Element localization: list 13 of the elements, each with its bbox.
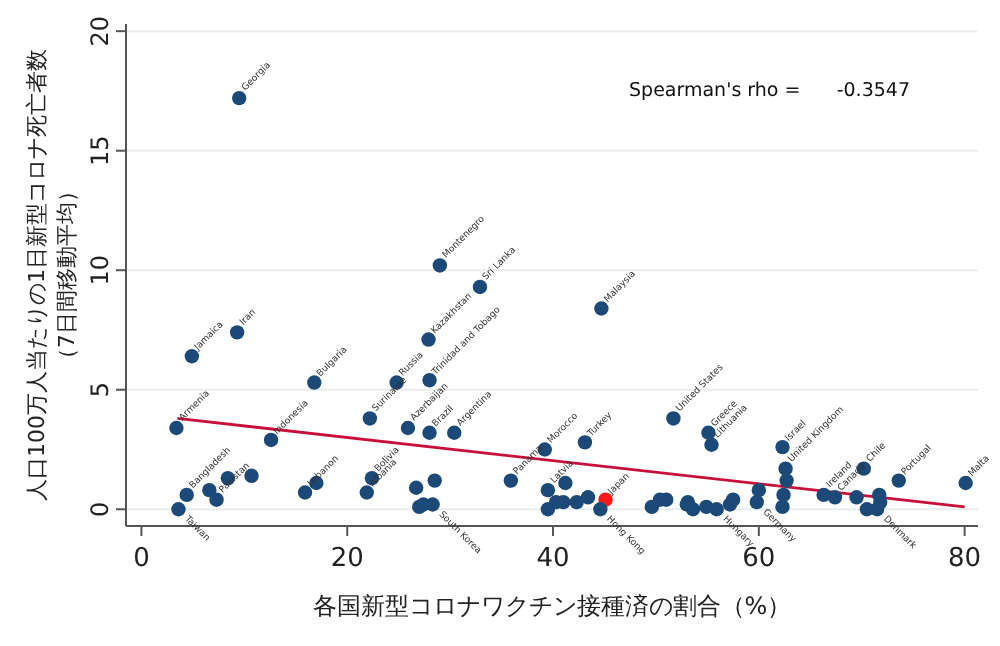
annotation: Spearman's rho = -0.3547	[629, 80, 910, 102]
y-tick-label: 15	[86, 135, 114, 166]
y-tick-label: 10	[86, 254, 114, 286]
x-tick-label: 0	[133, 544, 150, 574]
x-tick-label: 80	[948, 544, 982, 574]
y-tick-label: 20	[86, 15, 114, 47]
x-tick-label: 40	[536, 544, 570, 574]
y-axis-title: 人口100万人当たりの1日新型コロナ死亡者数（7日間移動平均）	[24, 49, 80, 501]
x-tick-label: 60	[742, 544, 776, 574]
x-tick-label: 20	[330, 544, 364, 574]
x-axis-title: 各国新型コロナワクチン接種済の割合（%）	[312, 592, 792, 620]
y-tick-label: 5	[86, 382, 114, 398]
y-tick-label: 0	[86, 501, 114, 517]
